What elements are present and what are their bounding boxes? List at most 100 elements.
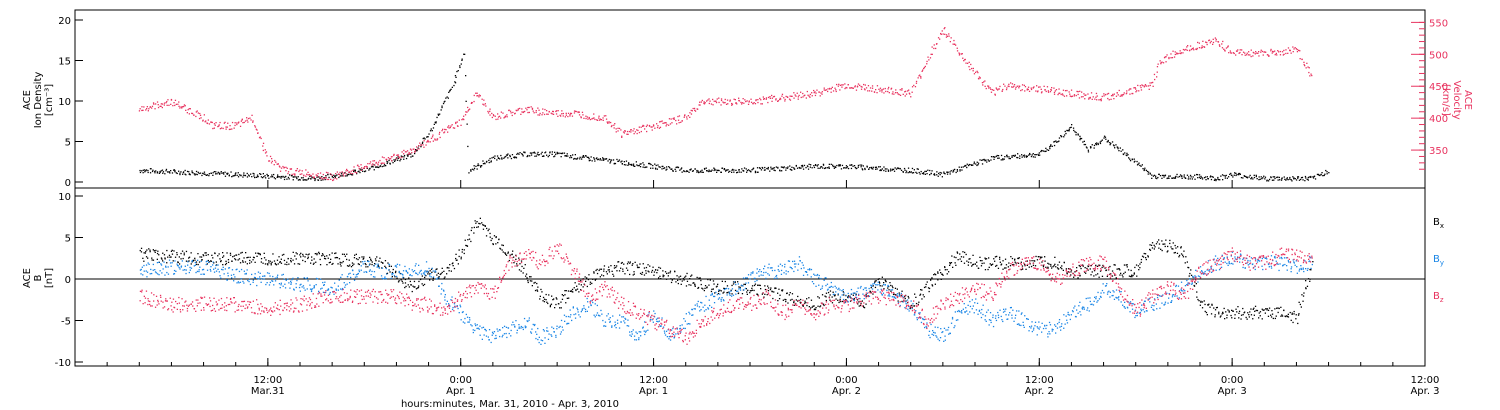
bx-point bbox=[1149, 248, 1151, 251]
bx-point bbox=[426, 270, 428, 272]
bx-point bbox=[878, 281, 880, 283]
velocity-point bbox=[678, 122, 680, 124]
bx-point bbox=[1234, 314, 1236, 316]
velocity-point bbox=[1187, 45, 1189, 47]
bx-point bbox=[405, 285, 407, 288]
by-point bbox=[540, 339, 542, 341]
density-point bbox=[428, 133, 430, 135]
velocity-point bbox=[166, 104, 168, 106]
velocity-point bbox=[753, 102, 755, 104]
velocity-point bbox=[426, 141, 428, 143]
velocity-point bbox=[226, 126, 228, 128]
velocity-point bbox=[495, 118, 497, 121]
density-point bbox=[1049, 145, 1052, 147]
velocity-point bbox=[835, 90, 837, 93]
bx-point bbox=[265, 259, 267, 261]
velocity-point bbox=[1303, 63, 1305, 66]
by-point bbox=[190, 267, 193, 269]
density-point bbox=[235, 172, 237, 174]
by-point bbox=[331, 287, 333, 289]
bx-point bbox=[1053, 265, 1055, 267]
bx-point bbox=[290, 257, 292, 260]
by-point bbox=[384, 277, 386, 279]
density-point bbox=[435, 121, 437, 123]
velocity-point bbox=[186, 112, 188, 114]
by-point bbox=[595, 314, 598, 316]
bx-point bbox=[645, 270, 647, 272]
by-point bbox=[556, 325, 558, 327]
density-point bbox=[477, 164, 479, 167]
bx-point bbox=[608, 271, 611, 273]
bx-point bbox=[156, 252, 159, 255]
by-point bbox=[488, 339, 490, 341]
by-point bbox=[739, 289, 742, 291]
density-point bbox=[704, 168, 706, 170]
velocity-point bbox=[1190, 48, 1193, 51]
bx-point bbox=[394, 276, 396, 278]
bx-point bbox=[1292, 321, 1294, 324]
velocity-point bbox=[1023, 84, 1025, 86]
by-point bbox=[158, 274, 160, 276]
velocity-point bbox=[173, 102, 175, 104]
density-point bbox=[1006, 154, 1008, 156]
density-point bbox=[1147, 171, 1150, 173]
velocity-point bbox=[1176, 53, 1178, 55]
velocity-point bbox=[191, 112, 194, 115]
density-point bbox=[309, 175, 311, 177]
density-point bbox=[1046, 149, 1048, 151]
bx-point bbox=[622, 268, 624, 270]
by-point bbox=[495, 337, 497, 339]
density-point bbox=[754, 171, 757, 174]
by-point bbox=[182, 269, 184, 271]
velocity-point bbox=[917, 77, 919, 79]
bx-point bbox=[322, 254, 324, 256]
density-point bbox=[1038, 152, 1040, 154]
velocity-point bbox=[1126, 90, 1128, 92]
velocity-point bbox=[223, 122, 225, 124]
density-point bbox=[612, 159, 615, 161]
velocity-point bbox=[1066, 89, 1068, 92]
density-point bbox=[1006, 156, 1008, 158]
velocity-point bbox=[475, 92, 477, 94]
bx-point bbox=[731, 293, 733, 295]
bx-point bbox=[937, 272, 939, 274]
by-point bbox=[477, 327, 479, 329]
velocity-point bbox=[1047, 91, 1050, 93]
velocity-point bbox=[979, 77, 981, 79]
density-point bbox=[1285, 179, 1287, 181]
bx-point bbox=[242, 261, 244, 263]
density-point bbox=[494, 155, 496, 157]
density-point bbox=[713, 169, 715, 172]
density-point bbox=[448, 91, 450, 93]
bx-point bbox=[164, 258, 166, 260]
density-point bbox=[856, 167, 858, 169]
by-point bbox=[666, 336, 668, 338]
density-point bbox=[271, 176, 273, 178]
velocity-point bbox=[729, 100, 731, 102]
density-point bbox=[1204, 176, 1207, 178]
velocity-point bbox=[621, 136, 623, 138]
bx-point bbox=[511, 253, 513, 255]
density-point bbox=[261, 177, 264, 179]
by-point bbox=[427, 270, 429, 272]
velocity-point bbox=[831, 86, 833, 88]
by-point bbox=[568, 322, 570, 325]
density-point bbox=[779, 170, 781, 172]
density-point bbox=[139, 171, 142, 174]
velocity-point bbox=[1088, 98, 1090, 100]
density-point bbox=[1256, 178, 1258, 180]
velocity-point bbox=[1156, 66, 1159, 68]
density-point bbox=[151, 170, 154, 173]
by-point bbox=[368, 270, 371, 272]
density-point bbox=[470, 169, 472, 171]
bx-point bbox=[618, 261, 620, 263]
bx-point bbox=[566, 297, 568, 299]
by-point bbox=[717, 298, 720, 300]
density-point bbox=[687, 170, 689, 172]
bx-point bbox=[458, 255, 460, 258]
velocity-point bbox=[342, 173, 344, 176]
density-point bbox=[242, 176, 244, 178]
by-point bbox=[536, 333, 538, 335]
density-point bbox=[203, 171, 206, 173]
by-point bbox=[744, 287, 747, 290]
